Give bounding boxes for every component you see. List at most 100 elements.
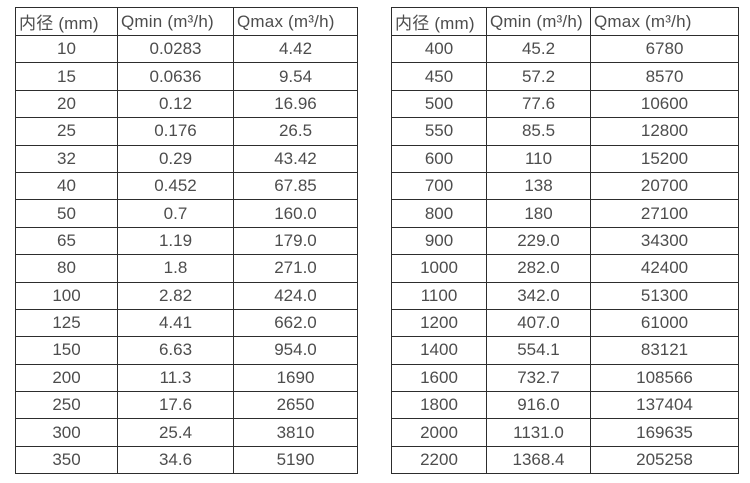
- flow-table-dn10-350: 内径 (mm) Qmin (m³/h) Qmax (m³/h) 10 0.0283 4.…: [15, 7, 358, 475]
- table-cell: 0.12: [117, 89, 234, 119]
- table-cell: 61000: [590, 308, 739, 338]
- table-row: 80 1.8 271.0: [15, 254, 358, 283]
- table-cell: 6780: [590, 34, 739, 64]
- table-row: 1800 916.0 137404: [391, 391, 739, 420]
- table-cell: 15200: [590, 144, 739, 173]
- table-row: 10 0.0283 4.42: [15, 34, 358, 64]
- table-cell: 110: [486, 144, 591, 173]
- table-cell: 282.0: [486, 254, 591, 283]
- table-cell: 400: [391, 34, 487, 64]
- table-cell: 137404: [590, 391, 739, 420]
- table-cell: 0.29: [117, 144, 234, 173]
- table-row: 20 0.12 16.96: [15, 89, 358, 119]
- table-cell: 57.2: [486, 62, 591, 91]
- table-row: 2000 1131.0 169635: [391, 418, 739, 447]
- table-cell: 80: [15, 254, 118, 283]
- table-cell: 1800: [391, 391, 487, 420]
- table-cell: 27100: [590, 199, 739, 228]
- table-cell: 65: [15, 226, 118, 256]
- table-row: 450 57.2 8570: [391, 62, 739, 91]
- table-cell: 550: [391, 117, 487, 146]
- table-cell: 25: [15, 117, 118, 146]
- table-cell: 200: [15, 363, 118, 393]
- table-row: 32 0.29 43.42: [15, 144, 358, 173]
- table-cell: 0.176: [117, 117, 234, 146]
- table-row: 250 17.6 2650: [15, 391, 358, 420]
- table-cell: 229.0: [486, 226, 591, 256]
- table-row: 1000 282.0 42400: [391, 254, 739, 283]
- table-row: 65 1.19 179.0: [15, 226, 358, 256]
- table-row: 700 138 20700: [391, 171, 739, 201]
- table-row: 40 0.452 67.85: [15, 171, 358, 201]
- table-row: 1100 342.0 51300: [391, 281, 739, 310]
- table-cell: 100: [15, 281, 118, 310]
- table-cell: 954.0: [233, 336, 358, 365]
- table-cell: 17.6: [117, 391, 234, 420]
- table-cell: 500: [391, 89, 487, 119]
- table-row: 600 110 15200: [391, 144, 739, 173]
- table-cell: 0.0283: [117, 34, 234, 64]
- table-cell: 554.1: [486, 336, 591, 365]
- table-cell: 916.0: [486, 391, 591, 420]
- table-cell: 150: [15, 336, 118, 365]
- table-cell: 662.0: [233, 308, 358, 338]
- table-row: 15 0.0636 9.54: [15, 62, 358, 91]
- table-cell: 5190: [233, 445, 358, 475]
- table-cell: 2.82: [117, 281, 234, 310]
- table-cell: 180: [486, 199, 591, 228]
- table-cell: 77.6: [486, 89, 591, 119]
- table-cell: 85.5: [486, 117, 591, 146]
- table-cell: 800: [391, 199, 487, 228]
- table-cell: 342.0: [486, 281, 591, 310]
- table-cell: 15: [15, 62, 118, 91]
- table-cell: 205258: [590, 445, 739, 475]
- table-cell: 169635: [590, 418, 739, 447]
- table-cell: 45.2: [486, 34, 591, 64]
- table-cell: 0.7: [117, 199, 234, 228]
- table-cell: 8570: [590, 62, 739, 91]
- column-header: 内径 (mm): [391, 7, 487, 36]
- table-cell: 108566: [590, 363, 739, 393]
- table-row: 900 229.0 34300: [391, 226, 739, 256]
- table-row: 125 4.41 662.0: [15, 308, 358, 338]
- table-cell: 25.4: [117, 418, 234, 447]
- table-cell: 10: [15, 34, 118, 64]
- table-cell: 26.5: [233, 117, 358, 146]
- table-cell: 160.0: [233, 199, 358, 228]
- table-cell: 424.0: [233, 281, 358, 310]
- table-cell: 11.3: [117, 363, 234, 393]
- table-row: 350 34.6 5190: [15, 445, 358, 475]
- table-row: 150 6.63 954.0: [15, 336, 358, 365]
- flow-table-dn400-2200: 内径 (mm) Qmin (m³/h) Qmax (m³/h) 400 45.2 678…: [391, 7, 739, 475]
- table-row: 50 0.7 160.0: [15, 199, 358, 228]
- table-cell: 450: [391, 62, 487, 91]
- table-cell: 32: [15, 144, 118, 173]
- table-row: 550 85.5 12800: [391, 117, 739, 146]
- table-cell: 2200: [391, 445, 487, 475]
- table-cell: 34.6: [117, 445, 234, 475]
- table-cell: 67.85: [233, 171, 358, 201]
- table-cell: 0.0636: [117, 62, 234, 91]
- table-body: 10 0.0283 4.42 15 0.0636 9.54 20 0.12 16.96 25 0.1…: [15, 34, 358, 475]
- table-cell: 350: [15, 445, 118, 475]
- table-cell: 300: [15, 418, 118, 447]
- table-cell: 1000: [391, 254, 487, 283]
- table-cell: 1100: [391, 281, 487, 310]
- table-cell: 3810: [233, 418, 358, 447]
- table-cell: 900: [391, 226, 487, 256]
- table-cell: 600: [391, 144, 487, 173]
- table-cell: 700: [391, 171, 487, 201]
- table-cell: 1400: [391, 336, 487, 365]
- table-row: 400 45.2 6780: [391, 34, 739, 64]
- table-row: 500 77.6 10600: [391, 89, 739, 119]
- table-cell: 50: [15, 199, 118, 228]
- table-cell: 83121: [590, 336, 739, 365]
- column-header: Qmax (m³/h): [590, 7, 739, 36]
- table-cell: 732.7: [486, 363, 591, 393]
- table-cell: 250: [15, 391, 118, 420]
- table-cell: 1368.4: [486, 445, 591, 475]
- table-row: 200 11.3 1690: [15, 363, 358, 393]
- table-row: 1400 554.1 83121: [391, 336, 739, 365]
- table-cell: 43.42: [233, 144, 358, 173]
